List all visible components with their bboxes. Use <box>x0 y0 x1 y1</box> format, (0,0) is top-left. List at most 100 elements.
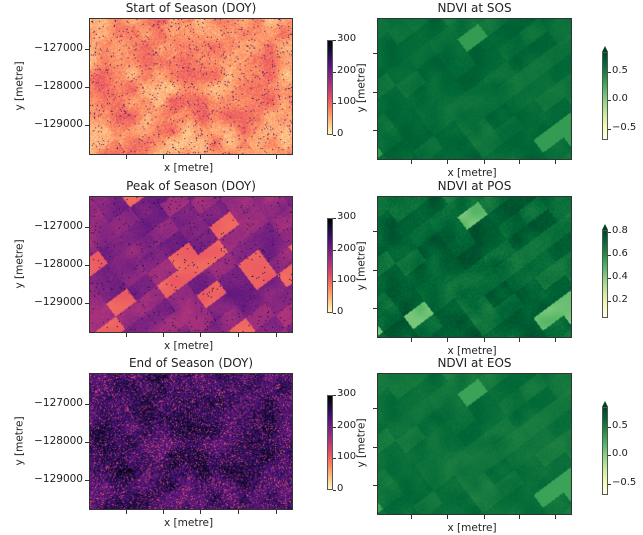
plot-area <box>89 18 293 155</box>
colorbar-tick <box>333 218 336 219</box>
y-tick <box>85 480 89 481</box>
raster-image <box>378 374 571 514</box>
chart-title: Peak of Season (DOY) <box>126 179 256 193</box>
x-tick <box>484 160 485 164</box>
colorbar-extend-arrow <box>602 224 608 230</box>
chart-title: Start of Season (DOY) <box>125 1 257 15</box>
colorbar-tick-label: 0 <box>337 128 344 139</box>
y-tick <box>373 231 377 232</box>
colorbar <box>327 218 333 313</box>
x-tick <box>163 155 164 159</box>
x-tick <box>519 338 520 342</box>
colorbar-tick-label: 0.6 <box>612 248 628 260</box>
x-axis-label: x [metre] <box>447 345 497 357</box>
colorbar-tick <box>333 249 336 251</box>
colorbar-tick <box>608 128 611 130</box>
x-tick <box>555 338 556 342</box>
y-tick <box>85 404 89 405</box>
colorbar <box>327 40 333 135</box>
x-tick <box>484 515 485 519</box>
y-tick <box>85 227 89 228</box>
x-tick <box>447 160 448 164</box>
colorbar-tick <box>333 426 336 428</box>
x-tick <box>200 155 201 159</box>
colorbar <box>602 230 608 318</box>
y-tick <box>85 87 89 88</box>
colorbar-tick-label: 0.8 <box>612 225 628 237</box>
x-tick <box>555 160 556 164</box>
y-tick-label: −127000 <box>34 220 83 232</box>
colorbar-tick <box>608 483 611 485</box>
colorbar-tick-label: −0.5 <box>612 476 637 488</box>
chart-title: NDVI at POS <box>437 179 512 193</box>
y-tick-label: −127000 <box>34 397 83 409</box>
x-tick <box>238 333 239 337</box>
plot-area <box>377 373 572 515</box>
y-axis-label: y [metre] <box>355 241 368 291</box>
colorbar-tick-label: 0.2 <box>612 293 628 305</box>
x-tick <box>276 333 277 337</box>
y-tick <box>85 125 89 126</box>
x-tick <box>411 160 412 164</box>
colorbar-tick-label: 0 <box>337 483 344 494</box>
panel-eos: End of Season (DOY) x [metre] y [metre] −12… <box>0 355 643 533</box>
panel-ndvi_pos: NDVI at POS x [metre] y [metre] 0.8 0.6 0.4 0.… <box>0 178 643 357</box>
y-tick <box>373 447 377 448</box>
x-tick <box>126 333 127 337</box>
y-tick <box>85 265 89 266</box>
y-axis-label: y [metre] <box>355 418 368 468</box>
x-tick <box>484 338 485 342</box>
x-tick <box>276 510 277 514</box>
colorbar-tick <box>333 458 336 460</box>
colorbar-tick <box>608 100 611 102</box>
chart-title: NDVI at SOS <box>437 1 512 15</box>
y-tick <box>373 485 377 486</box>
x-tick <box>238 155 239 159</box>
y-tick <box>85 442 89 443</box>
colorbar-tick-label: 100 <box>337 96 357 108</box>
panel-ndvi_eos: NDVI at EOS x [metre] y [metre] 0.5 0.0 −0.5 <box>0 355 643 534</box>
colorbar <box>327 395 333 490</box>
colorbar-tick <box>333 40 336 41</box>
y-tick <box>373 92 377 93</box>
colorbar-tick <box>608 232 611 234</box>
x-tick <box>163 333 164 337</box>
plot-area <box>89 373 293 510</box>
colorbar-tick <box>608 300 611 302</box>
colorbar <box>602 52 608 140</box>
y-axis-label: y [metre] <box>355 63 368 113</box>
colorbar-tick <box>333 490 336 491</box>
y-tick-label: −129000 <box>34 118 83 130</box>
panel-sos: Start of Season (DOY) x [metre] y [metre] −… <box>0 0 643 178</box>
y-tick-label: −129000 <box>34 473 83 485</box>
x-tick <box>447 338 448 342</box>
x-axis-label: x [metre] <box>164 340 214 352</box>
raster-image <box>90 374 292 509</box>
x-tick <box>447 515 448 519</box>
x-tick <box>411 338 412 342</box>
colorbar-tick <box>333 71 336 73</box>
x-axis-label: x [metre] <box>447 522 497 534</box>
chart-title: End of Season (DOY) <box>128 356 254 370</box>
colorbar-tick <box>333 103 336 105</box>
colorbar-tick-label: 0.4 <box>612 271 628 282</box>
x-axis-label: x [metre] <box>164 162 214 174</box>
y-tick <box>85 49 89 50</box>
panel-ndvi_sos: NDVI at SOS x [metre] y [metre] 0.5 0.0 −0.5 <box>0 0 643 179</box>
colorbar <box>602 407 608 495</box>
x-tick <box>555 515 556 519</box>
y-tick <box>373 270 377 271</box>
colorbar-tick-label: 0.5 <box>612 64 628 76</box>
x-axis-label: x [metre] <box>164 517 214 529</box>
x-tick <box>519 160 520 164</box>
x-tick <box>238 510 239 514</box>
colorbar-tick-label: 0.0 <box>612 93 628 105</box>
y-tick <box>373 130 377 131</box>
x-tick <box>200 333 201 337</box>
colorbar-tick-label: 200 <box>337 242 357 254</box>
x-tick <box>126 155 127 159</box>
y-tick <box>85 303 89 304</box>
x-tick <box>276 155 277 159</box>
colorbar-tick-label: 200 <box>337 64 357 76</box>
